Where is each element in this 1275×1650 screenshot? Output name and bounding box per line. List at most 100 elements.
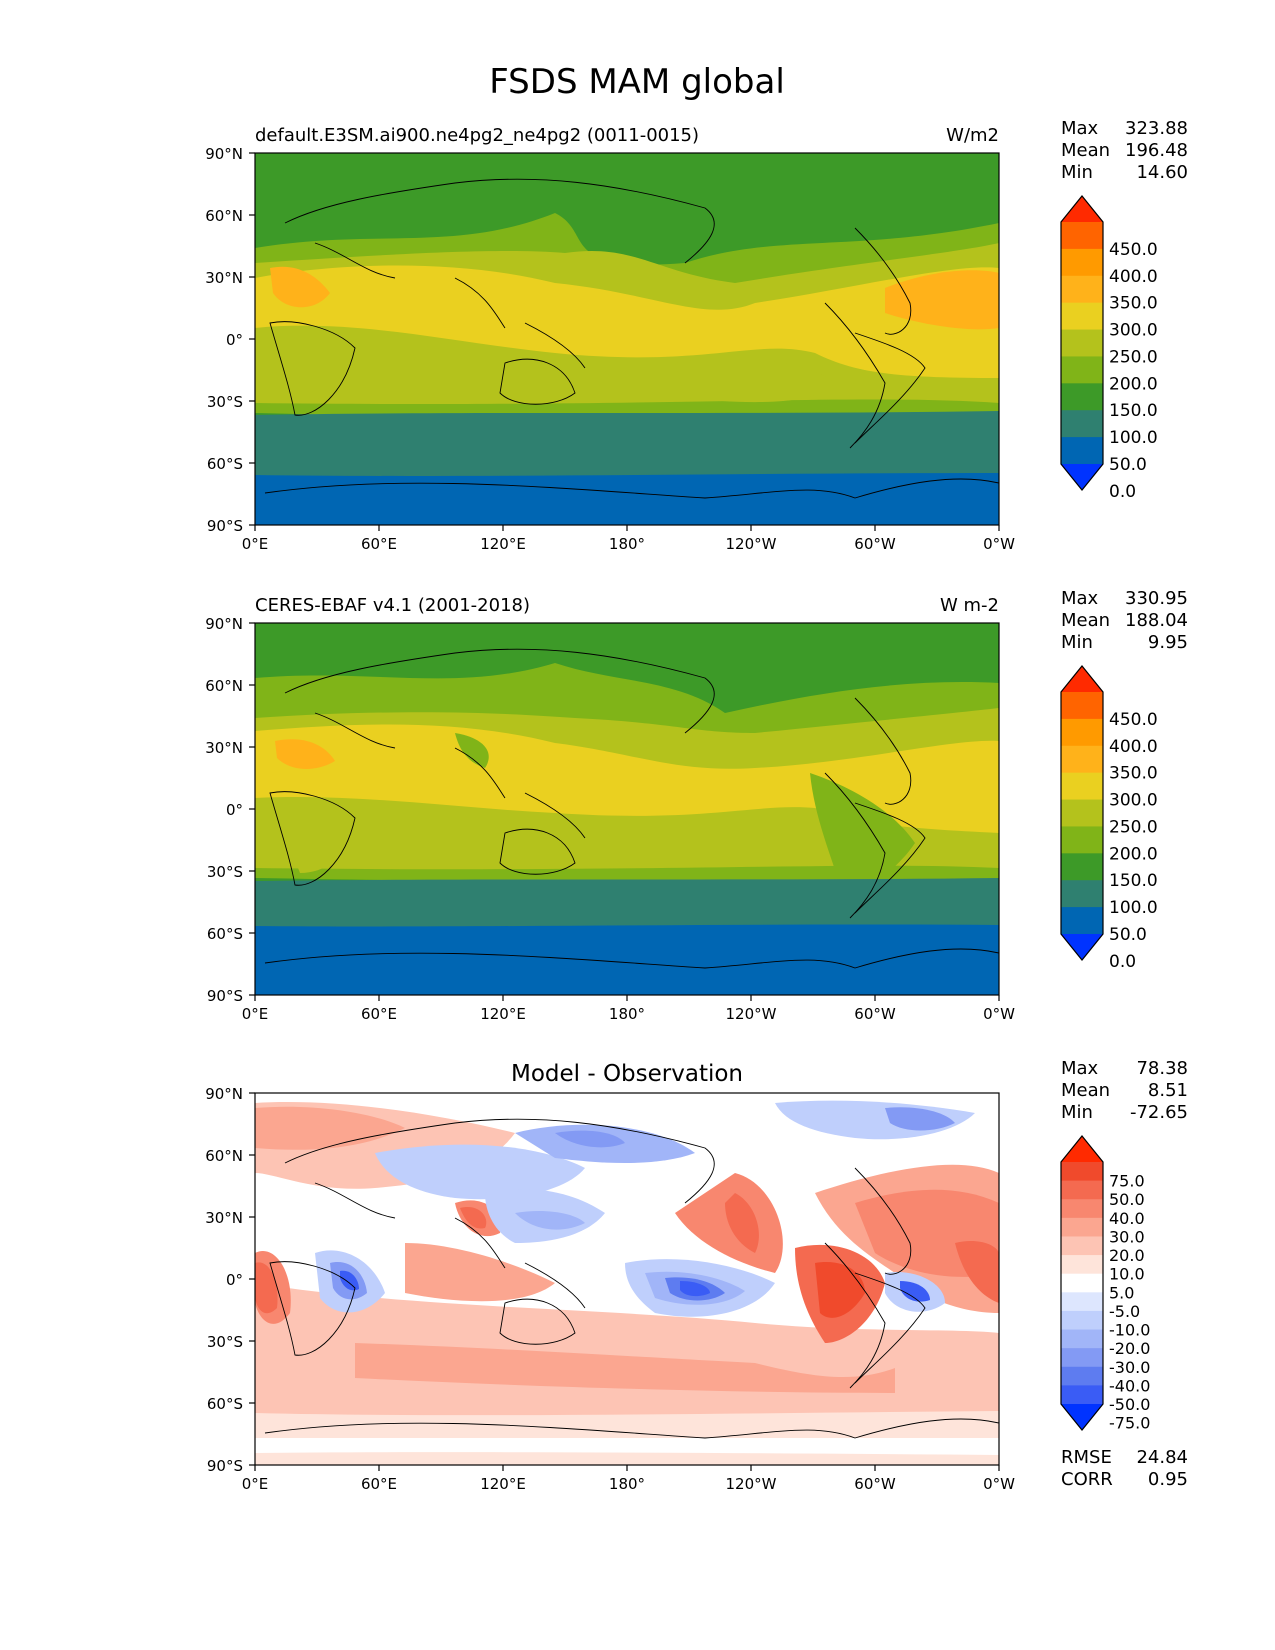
colorbar-segment xyxy=(1061,1180,1103,1200)
lat-tick-label: 0° xyxy=(226,801,243,819)
stat-max-value: 330.95 xyxy=(1125,588,1188,609)
colorbar-tick-label: 450.0 xyxy=(1109,240,1158,260)
stat-min-label: Min xyxy=(1061,162,1093,183)
colorbar-tick-label: 300.0 xyxy=(1109,791,1158,811)
lon-tick-label: 120°W xyxy=(726,1475,777,1493)
colorbar-tick-label: 5.0 xyxy=(1109,1283,1134,1302)
lon-tick-label: 120°E xyxy=(480,535,526,553)
stat-max-label: Max xyxy=(1061,118,1099,139)
colorbar-tick-label: 100.0 xyxy=(1109,898,1158,918)
panel-title: default.E3SM.ai900.ne4pg2_ne4pg2 (0011-0… xyxy=(255,125,699,146)
colorbar-tick-label: -30.0 xyxy=(1109,1358,1150,1377)
colorbar-tick-label: 250.0 xyxy=(1109,347,1158,367)
lon-tick-label: 0°W xyxy=(983,535,1015,553)
colorbar-tick-label: 400.0 xyxy=(1109,737,1158,757)
colorbar-segment xyxy=(1061,1292,1103,1312)
lon-axis: 0°E 60°E 120°E 180° 120°W 60°W 0°W xyxy=(242,525,1015,553)
lat-tick-label: 60°S xyxy=(207,455,243,473)
stat-mean-label: Mean xyxy=(1061,140,1110,161)
lat-tick-label: 90°S xyxy=(207,1457,243,1475)
colorbar-segment xyxy=(1061,275,1103,304)
stat-mean-value: 8.51 xyxy=(1148,1080,1188,1101)
colorbar-extend-bottom xyxy=(1061,934,1103,960)
lon-tick-label: 60°E xyxy=(361,535,397,553)
stat-max-value: 78.38 xyxy=(1136,1058,1188,1079)
lon-tick-label: 180° xyxy=(609,1475,645,1493)
rmse-value: 24.84 xyxy=(1136,1447,1188,1468)
colorbar-segment xyxy=(1061,302,1103,331)
map-field xyxy=(255,153,999,525)
colorbar-tick-label: 75.0 xyxy=(1109,1172,1145,1191)
colorbar-segment xyxy=(1061,1329,1103,1349)
lon-tick-label: 60°W xyxy=(854,1005,896,1023)
colorbar-segment xyxy=(1061,718,1103,747)
colorbar-tick-label: -10.0 xyxy=(1109,1321,1150,1340)
colorbar-tick-label: 20.0 xyxy=(1109,1246,1145,1265)
panel-difference: Model - Observation xyxy=(205,1058,1188,1493)
colorbar-segment xyxy=(1061,853,1103,881)
lat-tick-label: 60°N xyxy=(205,1147,243,1165)
stat-min-value: 14.60 xyxy=(1136,162,1188,183)
colorbar-tick-label: -40.0 xyxy=(1109,1376,1150,1395)
stat-mean-value: 188.04 xyxy=(1125,610,1188,631)
colorbar-segment xyxy=(1061,1310,1103,1331)
colorbar-segment xyxy=(1061,1385,1103,1405)
stat-max-label: Max xyxy=(1061,588,1099,609)
colorbar-segment xyxy=(1061,410,1103,438)
lat-tick-label: 90°S xyxy=(207,987,243,1005)
colorbar-segment xyxy=(1061,1236,1103,1256)
colorbar-segment xyxy=(1061,329,1103,358)
stat-mean-label: Mean xyxy=(1061,1080,1110,1101)
colorbar-outline xyxy=(1060,1135,1104,1431)
colorbar-extend-top xyxy=(1061,1136,1103,1162)
stat-mean-value: 196.48 xyxy=(1125,140,1188,161)
lon-tick-label: 60°E xyxy=(361,1475,397,1493)
colorbar-tick-label: -50.0 xyxy=(1109,1395,1150,1414)
colorbar-tick-label: 0.0 xyxy=(1109,952,1136,972)
rmse-label: RMSE xyxy=(1061,1447,1112,1468)
lat-tick-label: 30°S xyxy=(207,863,243,881)
colorbar-extend-bottom xyxy=(1061,1404,1103,1430)
stat-min-label: Min xyxy=(1061,1102,1093,1123)
colorbar-tick-label: 50.0 xyxy=(1109,925,1147,945)
lat-tick-label: 60°S xyxy=(207,1395,243,1413)
lat-axis: 90°N 60°N 30°N 0° 30°S 60°S 90°S xyxy=(205,1085,255,1475)
colorbar-tick-label: 300.0 xyxy=(1109,321,1158,341)
colorbar-segment xyxy=(1061,222,1103,250)
lat-tick-label: 30°N xyxy=(205,739,243,757)
colorbar-tick-label: 10.0 xyxy=(1109,1265,1145,1284)
lon-tick-label: 0°E xyxy=(242,535,269,553)
lat-tick-label: 30°N xyxy=(205,1209,243,1227)
colorbar-segment xyxy=(1061,437,1103,465)
lat-tick-label: 90°N xyxy=(205,1085,243,1103)
colorbar-tick-label: 150.0 xyxy=(1109,871,1158,891)
colorbar-segment xyxy=(1061,356,1103,384)
lon-tick-label: 120°E xyxy=(480,1475,526,1493)
panel-units: W/m2 xyxy=(946,125,999,146)
colorbar-segment xyxy=(1061,692,1103,720)
stats-block: Max 323.88 Mean 196.48 Min 14.60 xyxy=(1061,118,1188,183)
corr-value: 0.95 xyxy=(1148,1469,1188,1490)
colorbar-segment xyxy=(1061,248,1103,277)
colorbar-outline xyxy=(1060,195,1104,491)
colorbar-segment xyxy=(1061,1255,1103,1275)
lon-tick-label: 0°W xyxy=(983,1475,1015,1493)
lat-tick-label: 0° xyxy=(226,1271,243,1289)
colorbar-segment xyxy=(1061,1348,1103,1368)
lat-tick-label: 0° xyxy=(226,331,243,349)
map-field xyxy=(255,623,999,995)
panel-title: CERES-EBAF v4.1 (2001-2018) xyxy=(255,595,530,616)
stat-mean-label: Mean xyxy=(1061,610,1110,631)
colorbar: 450.0 400.0 350.0 300.0 250.0 200.0 150.0 100.0… xyxy=(1060,665,1158,972)
stats-block: Max 330.95 Mean 188.04 Min 9.95 xyxy=(1061,588,1188,653)
colorbar-segment xyxy=(1061,826,1103,854)
lon-tick-label: 180° xyxy=(609,535,645,553)
colorbar-extend-bottom xyxy=(1061,464,1103,490)
stat-min-value: 9.95 xyxy=(1148,632,1188,653)
panel-observation: CERES-EBAF v4.1 (2001-2018) W m-2 90°N 60… xyxy=(205,588,1188,1023)
colorbar-segment xyxy=(1061,799,1103,828)
colorbar-tick-label: 50.0 xyxy=(1109,455,1147,475)
colorbar: 75.050.040.030.020.010.05.0-5.0-10.0-20.… xyxy=(1060,1135,1150,1433)
colorbar-tick-label: -75.0 xyxy=(1109,1414,1150,1433)
